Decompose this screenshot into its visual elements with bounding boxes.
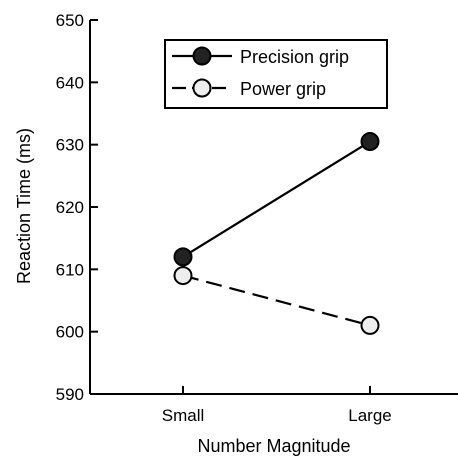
legend-label-2: Power grip [240,79,326,99]
series-line-2 [182,274,371,327]
series-2-point-2 [360,315,380,335]
x-tick-label: Small [162,406,205,425]
y-tick-label: 610 [56,260,84,279]
series [173,132,380,335]
x-axis-title: Number Magnitude [197,436,350,456]
y-tick-label: 650 [56,11,84,30]
series-line-1 [182,140,371,258]
series-1-point-1 [173,247,193,267]
y-tick-label: 640 [56,73,84,92]
legend: Precision grip Power grip [164,39,388,109]
y-axis-title: Reaction Time (ms) [14,128,34,284]
series-2-point-1 [173,266,193,286]
series-markers [173,132,380,335]
legend-label-1: Precision grip [240,47,349,67]
y-tick-label: 630 [56,136,84,155]
ticks: 590 600 610 620 630 640 650 Small Large [56,11,392,425]
series-lines [182,140,371,327]
y-tick-label: 620 [56,198,84,217]
series-1-point-2 [360,132,380,152]
y-tick-label: 590 [56,385,84,404]
x-tick-label: Large [348,406,391,425]
legend-marker-2 [192,78,212,98]
legend-marker-1 [192,46,212,66]
y-tick-label: 600 [56,323,84,342]
